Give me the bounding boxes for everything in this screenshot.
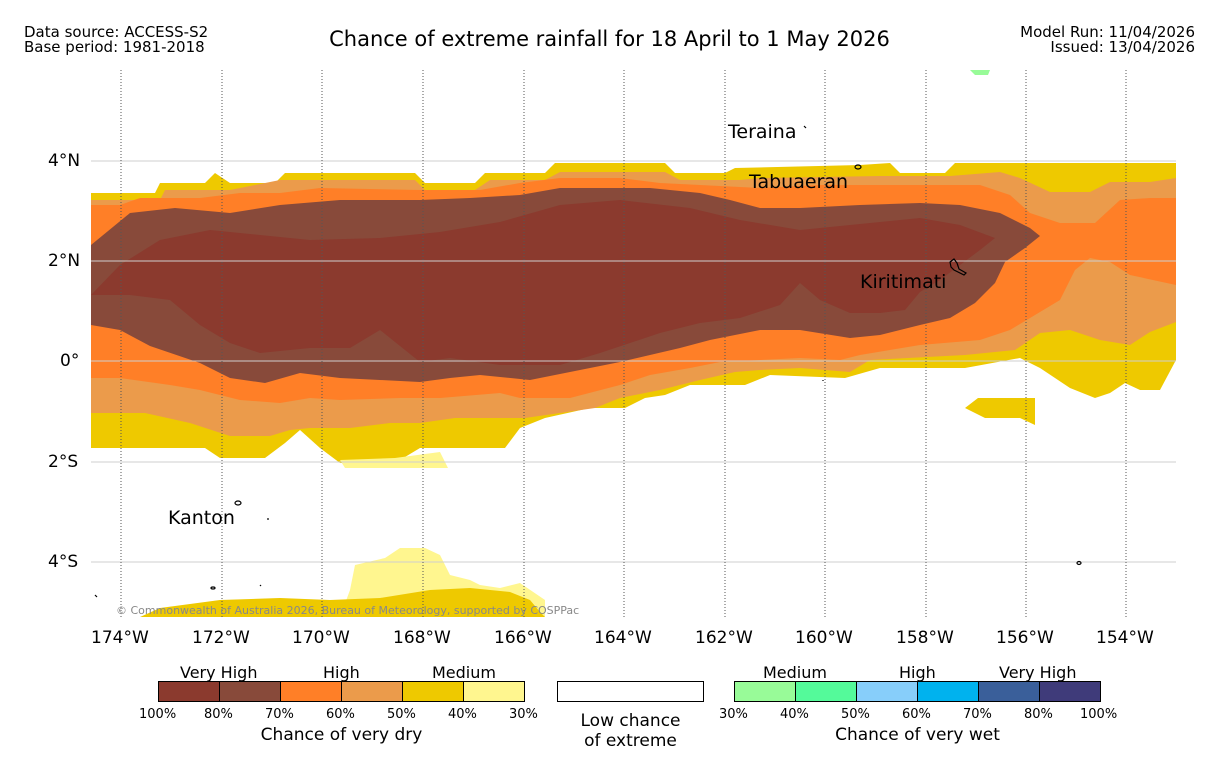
data-source-label: Data source: ACCESS-S2	[24, 23, 209, 41]
lon-label: 158°W	[896, 628, 954, 648]
legend-group-label: Very High	[999, 663, 1077, 682]
lon-label: 154°W	[1096, 628, 1154, 648]
kiritimati-island	[949, 258, 967, 276]
lon-label: 160°W	[795, 628, 853, 648]
small-island	[259, 584, 262, 587]
legend-wet-swatch	[1039, 681, 1101, 702]
legend-tick: 100%	[1080, 707, 1118, 722]
kanton-island	[234, 500, 242, 506]
lon-label: 170°W	[292, 628, 350, 648]
legend-tick: 60%	[326, 707, 355, 722]
legend-tick: 40%	[448, 707, 477, 722]
legend-wet-swatch	[917, 681, 979, 702]
legend-neutral-caption-line2: of extreme	[584, 731, 677, 751]
place-label-kanton: Kanton	[168, 507, 235, 529]
small-island	[94, 594, 98, 598]
legend-tick: 70%	[265, 707, 294, 722]
model-run-label: Model Run: 11/04/2026	[1020, 23, 1195, 41]
legend-tick: 80%	[1024, 707, 1053, 722]
small-island	[210, 586, 216, 590]
legend-group-label: Very High	[180, 663, 258, 682]
legend-group-label: High	[323, 663, 360, 682]
lat-label: 2°S	[48, 452, 79, 472]
lon-label: 156°W	[996, 628, 1054, 648]
legend-dry-swatch	[158, 681, 220, 702]
lon-label: 168°W	[393, 628, 451, 648]
lon-label: 164°W	[594, 628, 652, 648]
legend-wet-swatch	[978, 681, 1040, 702]
teraina-island	[803, 125, 807, 129]
lon-label: 162°W	[695, 628, 753, 648]
legend-tick: 40%	[780, 707, 809, 722]
lon-label: 174°W	[91, 628, 149, 648]
lon-label: 172°W	[192, 628, 250, 648]
dry-medium-region-south	[140, 588, 545, 617]
legend-tick: 30%	[719, 707, 748, 722]
legend-wet-swatch	[795, 681, 857, 702]
legend-group-label: High	[899, 663, 936, 682]
legend-dry-caption: Chance of very dry	[260, 725, 423, 745]
legend-dry-swatch	[219, 681, 281, 702]
lat-label: 2°N	[48, 251, 81, 271]
legend-wet-caption: Chance of very wet	[835, 725, 1000, 745]
base-period-label: Base period: 1981-2018	[24, 38, 205, 56]
lat-label: 4°N	[48, 151, 81, 171]
legend-group-label: Medium	[432, 663, 496, 682]
legend-tick: 30%	[509, 707, 538, 722]
legend-tick: 70%	[963, 707, 992, 722]
dry-light-region	[340, 452, 448, 468]
issued-label: Issued: 13/04/2026	[1050, 38, 1195, 56]
lat-label: 4°S	[48, 552, 79, 572]
legend-tick: 100%	[139, 707, 177, 722]
legend-neutral-swatch	[557, 681, 704, 702]
place-label-teraina: Teraina	[728, 121, 797, 143]
map-title: Chance of extreme rainfall for 18 April …	[329, 27, 890, 51]
legend-dry-swatch	[341, 681, 403, 702]
legend-dry-swatch	[463, 681, 525, 702]
legend-wet-swatch	[856, 681, 918, 702]
legend-tick: 50%	[841, 707, 870, 722]
legend-tick: 80%	[204, 707, 233, 722]
dry-very-high-core-region	[91, 200, 995, 365]
tabuaeran-island	[854, 164, 862, 170]
place-label-kiritimati: Kiritimati	[860, 271, 947, 293]
legend-group-label: Medium	[763, 663, 827, 682]
legend-tick: 50%	[387, 707, 416, 722]
legend-wet-swatch	[734, 681, 796, 702]
dry-medium-patch	[965, 398, 1035, 425]
lat-label: 0°	[60, 351, 80, 371]
lon-label: 166°W	[494, 628, 552, 648]
legend-dry-swatch	[280, 681, 342, 702]
copyright-notice: © Commonwealth of Australia 2026, Bureau…	[116, 604, 580, 617]
place-label-tabuaeran: Tabuaeran	[749, 171, 849, 193]
legend-dry-swatch	[402, 681, 464, 702]
small-island	[1076, 560, 1082, 566]
legend-neutral-caption-line1: Low chance	[580, 711, 681, 731]
legend-tick: 60%	[902, 707, 931, 722]
wet-medium-patch	[970, 70, 990, 75]
